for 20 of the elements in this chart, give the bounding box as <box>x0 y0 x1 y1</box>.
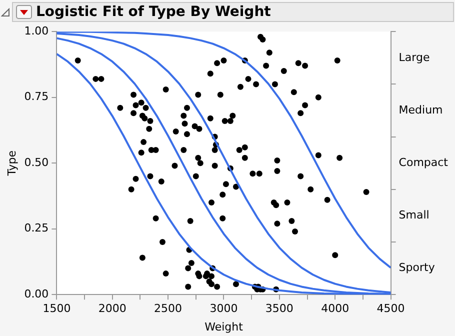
y-axis-title: Type <box>5 150 18 177</box>
category-label: Compact <box>398 156 448 169</box>
x-axis-title: Weight <box>204 320 244 334</box>
category-label: Small <box>398 208 430 222</box>
category-label: Large <box>398 50 430 64</box>
y-tick-label: 0.75 <box>24 90 49 104</box>
x-tick-label: 4500 <box>376 302 405 316</box>
x-tick-label: 1500 <box>42 302 71 316</box>
y-tick-label: 0.00 <box>24 287 49 300</box>
x-tick-label: 2000 <box>98 302 126 316</box>
y-tick-label: 0.50 <box>24 156 49 169</box>
x-tick-label: 3000 <box>210 302 238 316</box>
category-label: Medium <box>398 103 443 116</box>
x-tick-label: 2500 <box>154 302 182 316</box>
y-tick-label: 0.25 <box>24 222 49 235</box>
x-tick-label: 4000 <box>321 302 350 316</box>
x-tick-label: 3500 <box>265 302 294 316</box>
chart-title: Logistic Fit of Type By Weight <box>36 4 271 20</box>
y-tick-label: 1.00 <box>24 24 49 38</box>
category-label: Sporty <box>398 261 435 274</box>
